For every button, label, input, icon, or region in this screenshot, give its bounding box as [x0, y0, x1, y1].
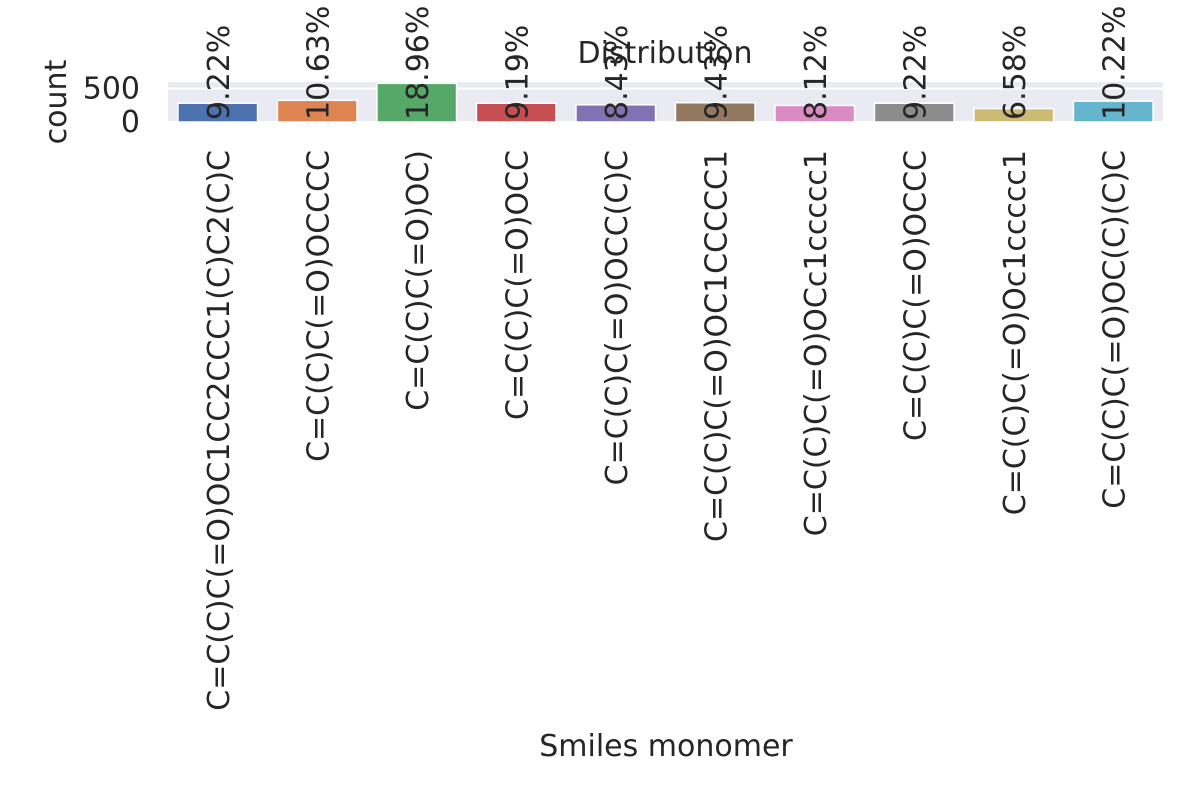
category-label: C=C(C)C(=O)OC1CC2CCC1(C)C2(C)C — [202, 150, 237, 711]
bar — [575, 104, 657, 123]
bar — [674, 101, 756, 123]
bar — [177, 102, 259, 123]
percent-labels: 9.22% 10.63% 18.96% 9.19% 8.43% 9.43% 8.12% 9.2… — [202, 6, 1133, 120]
percent-label: 10.63% — [301, 6, 336, 120]
category-label: C=C(C)C(=O)OCc1ccccc1 — [799, 150, 834, 536]
category-label: C=C(C)C(=O)OC1CCCCC1 — [699, 150, 734, 542]
bar — [1072, 100, 1154, 123]
category-label: C=C(C)C(=O)OCCCC — [301, 150, 336, 462]
bar — [973, 107, 1055, 123]
category-labels: C=C(C)C(=O)OC1CC2CCC1(C)C2(C)C C=C(C)C(=O… — [202, 150, 1133, 711]
percent-label: 9.22% — [898, 25, 933, 120]
y-tick-label: 0 — [121, 105, 140, 140]
y-tick-label: 500 — [83, 72, 140, 107]
bar — [376, 82, 458, 123]
bars — [177, 82, 1154, 123]
percent-label: 8.43% — [600, 25, 635, 120]
bar — [475, 102, 557, 123]
category-label: C=C(C)C(=O)Oc1ccccc1 — [998, 150, 1033, 515]
percent-label: 9.22% — [202, 25, 237, 120]
bar — [774, 104, 856, 123]
percent-label: 10.22% — [1097, 6, 1132, 120]
category-label: C=C(C)C(=O)OC(C)(C)C — [1097, 150, 1132, 509]
x-axis-label: Smiles monomer — [539, 729, 793, 764]
category-label: C=C(C)C(=O)OCC — [500, 150, 535, 420]
bar — [276, 99, 358, 123]
percent-label: 8.12% — [799, 25, 834, 120]
y-axis-label: count — [39, 59, 74, 144]
chart-title: Distribution — [577, 36, 752, 71]
percent-label: 6.58% — [998, 25, 1033, 120]
category-label: C=C(C)C(=O)OC) — [401, 150, 436, 411]
percent-label: 9.19% — [500, 25, 535, 120]
percent-label: 18.96% — [401, 6, 436, 120]
percent-label: 9.43% — [699, 25, 734, 120]
category-label: C=C(C)C(=O)OCCC — [898, 150, 933, 441]
category-label: C=C(C)C(=O)OCC(C)C — [600, 150, 635, 485]
bar — [873, 102, 955, 123]
